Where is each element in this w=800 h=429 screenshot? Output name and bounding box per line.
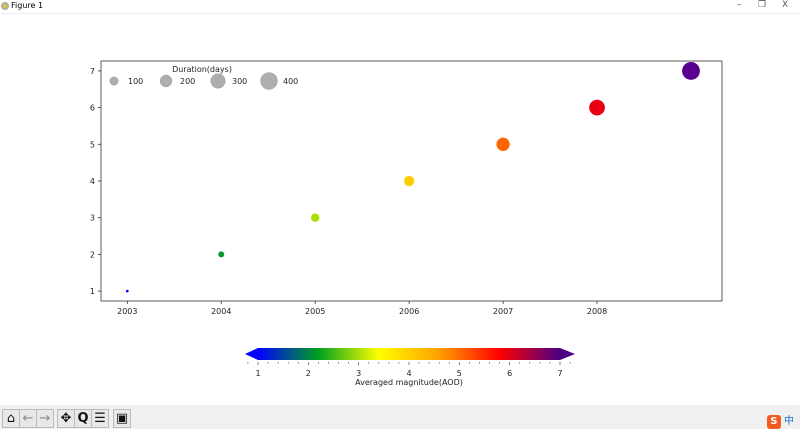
- y-tick-label: 3: [90, 214, 95, 223]
- colorbar-tick-label: 2: [306, 369, 311, 378]
- x-tick-label: 2008: [587, 307, 607, 316]
- x-tick-label: 2006: [399, 307, 419, 316]
- y-tick-label: 7: [90, 67, 95, 76]
- back-icon[interactable]: ←: [19, 409, 37, 428]
- legend-label: 200: [180, 77, 195, 86]
- y-tick-label: 6: [90, 104, 95, 113]
- x-tick-label: 2003: [117, 307, 137, 316]
- legend-label: 100: [128, 77, 143, 86]
- legend-marker: [159, 74, 173, 88]
- legend-title: Duration(days): [172, 65, 232, 74]
- legend-label: 300: [232, 77, 247, 86]
- data-point: [496, 137, 510, 151]
- colorbar-label: Averaged magnitude(AOD): [355, 378, 463, 387]
- data-point: [404, 175, 415, 187]
- data-point: [125, 289, 129, 293]
- y-tick-label: 1: [90, 287, 95, 296]
- colorbar-tick-label: 6: [507, 369, 512, 378]
- colorbar-tick-label: 4: [406, 369, 411, 378]
- ime-indicator[interactable]: S 中: [766, 412, 794, 429]
- legend-marker: [260, 72, 278, 90]
- restore-button[interactable]: ❐: [758, 0, 767, 10]
- x-tick-label: 2007: [493, 307, 513, 316]
- home-icon[interactable]: ⌂: [2, 409, 20, 428]
- window-title: Figure 1: [11, 1, 44, 10]
- y-tick-label: 5: [90, 140, 95, 149]
- data-point: [589, 99, 605, 116]
- forward-icon[interactable]: →: [36, 409, 54, 428]
- y-tick-label: 2: [90, 250, 95, 259]
- y-tick-label: 4: [90, 177, 95, 186]
- configure-icon[interactable]: ☰: [91, 409, 109, 428]
- pan-icon[interactable]: ✥: [57, 409, 75, 428]
- close-button[interactable]: X: [782, 0, 789, 10]
- ime-logo: S: [766, 415, 781, 429]
- data-point: [682, 61, 700, 80]
- navigation-toolbar: ⌂ ← → ✥ Q ☰ ▣ S 中: [0, 405, 800, 429]
- save-icon[interactable]: ▣: [113, 409, 131, 428]
- app-icon: [1, 2, 9, 10]
- figure-canvas: 2003 2004 2005 2006 2007 2008 1 2 3 4 5 6 7 100 200 300…: [90, 60, 723, 387]
- colorbar-tick-label: 1: [255, 369, 260, 378]
- data-point: [218, 251, 225, 258]
- colorbar-tick-label: 5: [457, 369, 462, 378]
- data-point: [311, 213, 320, 222]
- legend-label: 400: [283, 77, 298, 86]
- minimize-button[interactable]: –: [737, 0, 742, 10]
- window-titlebar: Figure 1 – ❐ X: [0, 0, 800, 14]
- zoom-icon[interactable]: Q: [74, 409, 92, 428]
- colorbar-tick-label: 7: [557, 369, 562, 378]
- x-tick-label: 2004: [211, 307, 231, 316]
- ime-label: 中: [784, 416, 794, 427]
- legend-marker: [210, 73, 226, 89]
- colorbar-extend-high: [560, 348, 575, 360]
- legend-marker: [109, 76, 119, 86]
- colorbar-tick-label: 3: [356, 369, 361, 378]
- x-tick-label: 2005: [305, 307, 325, 316]
- colorbar: [258, 348, 560, 360]
- colorbar-extend-low: [245, 348, 258, 360]
